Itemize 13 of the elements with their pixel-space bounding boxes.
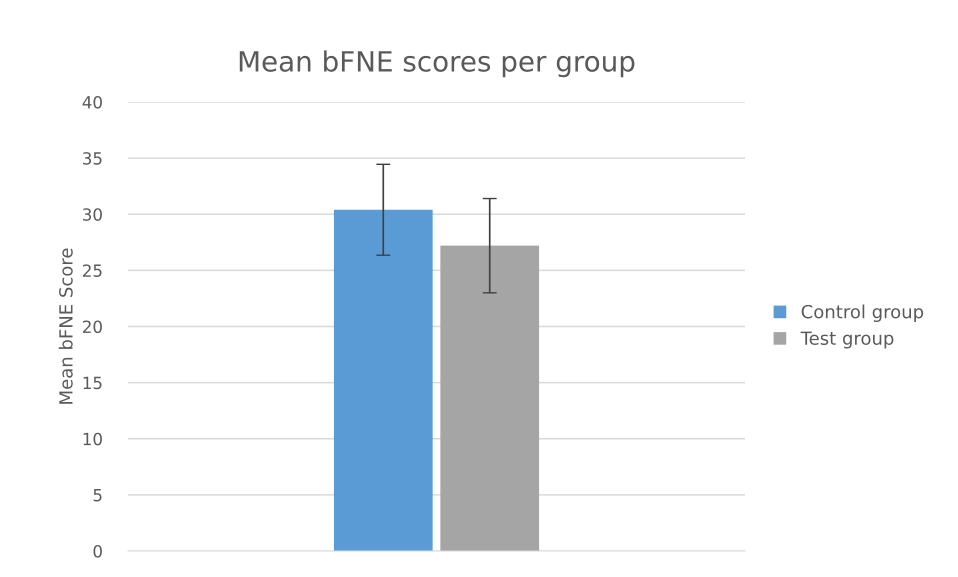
legend-label: Test group (800, 332, 894, 348)
y-axis-title: Mean bFNE Score (58, 248, 73, 404)
y-tick-label: 20 (83, 320, 102, 334)
legend-label: Control group (802, 304, 924, 322)
y-tick-label: 0 (93, 544, 102, 558)
y-tick-label: 15 (84, 376, 102, 390)
y-tick-label: 10 (84, 432, 102, 446)
y-tick-label: 40 (82, 96, 102, 109)
y-tick-label: 30 (83, 208, 102, 221)
y-tick-label: 35 (83, 152, 102, 165)
y-tick-label: 25 (83, 264, 102, 277)
chart-title: Mean bFNE scores per group (240, 50, 634, 78)
y-tick-label: 5 (94, 489, 102, 502)
